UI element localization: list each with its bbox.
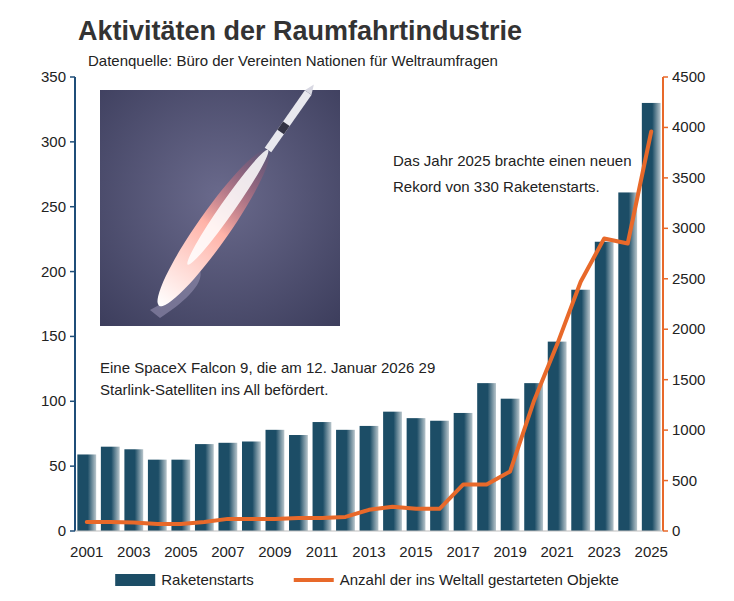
photo-rocket: [146, 75, 327, 315]
y-tick-label: 350: [41, 68, 66, 85]
bar: [266, 430, 285, 531]
bar: [595, 242, 614, 531]
y2-tick: [663, 530, 668, 532]
annotation-line: Rekord von 330 Raketenstarts.: [393, 178, 600, 195]
y2-tick-label: 0: [672, 522, 680, 539]
title: Aktivitäten der Raumfahrtindustrie: [78, 16, 522, 46]
x-tick-label: 2007: [211, 543, 244, 560]
y2-tick-label: 500: [672, 472, 697, 489]
photo-rocket-tip: [305, 82, 317, 95]
y-tick: [70, 206, 75, 208]
x-tick-label: 2019: [493, 543, 526, 560]
x-tick-label: 2001: [70, 543, 103, 560]
y2-axis: [662, 77, 664, 531]
bar: [477, 383, 496, 531]
y2-tick: [663, 76, 668, 78]
x-tick-label: 2025: [635, 543, 668, 560]
y-tick: [70, 141, 75, 143]
y2-tick-label: 2000: [672, 320, 705, 337]
bar: [571, 290, 590, 531]
y2-tick: [663, 228, 668, 230]
y-tick: [70, 271, 75, 273]
x-tick-label: 2021: [540, 543, 573, 560]
y-tick-label: 200: [41, 263, 66, 280]
annotation: Eine SpaceX Falcon 9, die am 12. Januar …: [100, 359, 435, 398]
y-tick-label: 0: [58, 522, 66, 539]
x-tick-label: 2003: [117, 543, 150, 560]
photo: [100, 75, 340, 326]
x-tick-label: 2023: [588, 543, 621, 560]
y-axis: [74, 77, 76, 531]
y2-tick-label: 4500: [672, 68, 705, 85]
x-tick-label: 2009: [258, 543, 291, 560]
y2-tick: [663, 379, 668, 381]
y2-tick: [663, 480, 668, 482]
legend-swatch: [294, 578, 334, 582]
bar: [430, 421, 449, 531]
bar: [124, 449, 143, 531]
bar: [148, 460, 167, 531]
y2-tick-label: 3500: [672, 169, 705, 186]
x-tick-label: 2005: [164, 543, 197, 560]
bar: [407, 418, 426, 531]
photo-flame-core: [182, 146, 274, 269]
bar: [360, 426, 379, 531]
x-tick-label: 2013: [352, 543, 385, 560]
y-tick: [70, 465, 75, 467]
photo-rocket-body: [265, 90, 312, 152]
y-tick: [70, 530, 75, 532]
photo-bg: [100, 90, 340, 326]
x-tick-label: 2017: [446, 543, 479, 560]
legend: Raketenstarts Anzahl der ins Weltall gest…: [115, 571, 619, 588]
annotation-line: Eine SpaceX Falcon 9, die am 12. Januar …: [100, 359, 435, 376]
bar: [77, 454, 96, 531]
y2-tick-label: 1000: [672, 421, 705, 438]
y2-tick: [663, 278, 668, 280]
bar: [383, 412, 402, 531]
y-tick-label: 100: [41, 392, 66, 409]
photo-rocket-band: [277, 121, 289, 134]
subtitle: Datenquelle: Büro der Vereinten Nationen…: [88, 52, 498, 69]
y2-tick: [663, 328, 668, 330]
y-tick: [70, 76, 75, 78]
bar: [171, 460, 190, 531]
y2-tick-label: 4000: [672, 118, 705, 135]
y-tick-label: 50: [49, 457, 66, 474]
legend-label: Anzahl der ins Weltall gestarteten Objek…: [340, 571, 619, 588]
y2-tick: [663, 127, 668, 129]
x-tick-label: 2015: [399, 543, 432, 560]
legend-swatch: [115, 574, 155, 586]
bar: [501, 399, 520, 531]
y-tick-label: 300: [41, 133, 66, 150]
bar: [454, 413, 473, 531]
bar: [548, 342, 567, 531]
bar: [101, 447, 120, 531]
y-tick: [70, 336, 75, 338]
annotation-line: Starlink-Satelliten ins All befördert.: [100, 381, 328, 398]
y-tick: [70, 401, 75, 403]
y-tick-label: 250: [41, 198, 66, 215]
bar: [195, 444, 214, 531]
chart: Aktivitäten der Raumfahrtindustrie Datenq…: [0, 0, 734, 601]
y2-tick-label: 3000: [672, 219, 705, 236]
legend-label: Raketenstarts: [161, 571, 254, 588]
y2-tick: [663, 429, 668, 431]
annotation: Das Jahr 2025 brachte einen neuen Rekord …: [393, 152, 632, 195]
y2-tick-label: 2500: [672, 270, 705, 287]
bar: [313, 422, 332, 531]
y-tick-label: 150: [41, 327, 66, 344]
y2-tick: [663, 177, 668, 179]
annotation-line: Das Jahr 2025 brachte einen neuen: [393, 152, 632, 169]
photo-flame: [146, 141, 281, 315]
y2-tick-label: 1500: [672, 371, 705, 388]
x-tick-label: 2011: [306, 543, 338, 560]
x-axis: [75, 531, 663, 532]
